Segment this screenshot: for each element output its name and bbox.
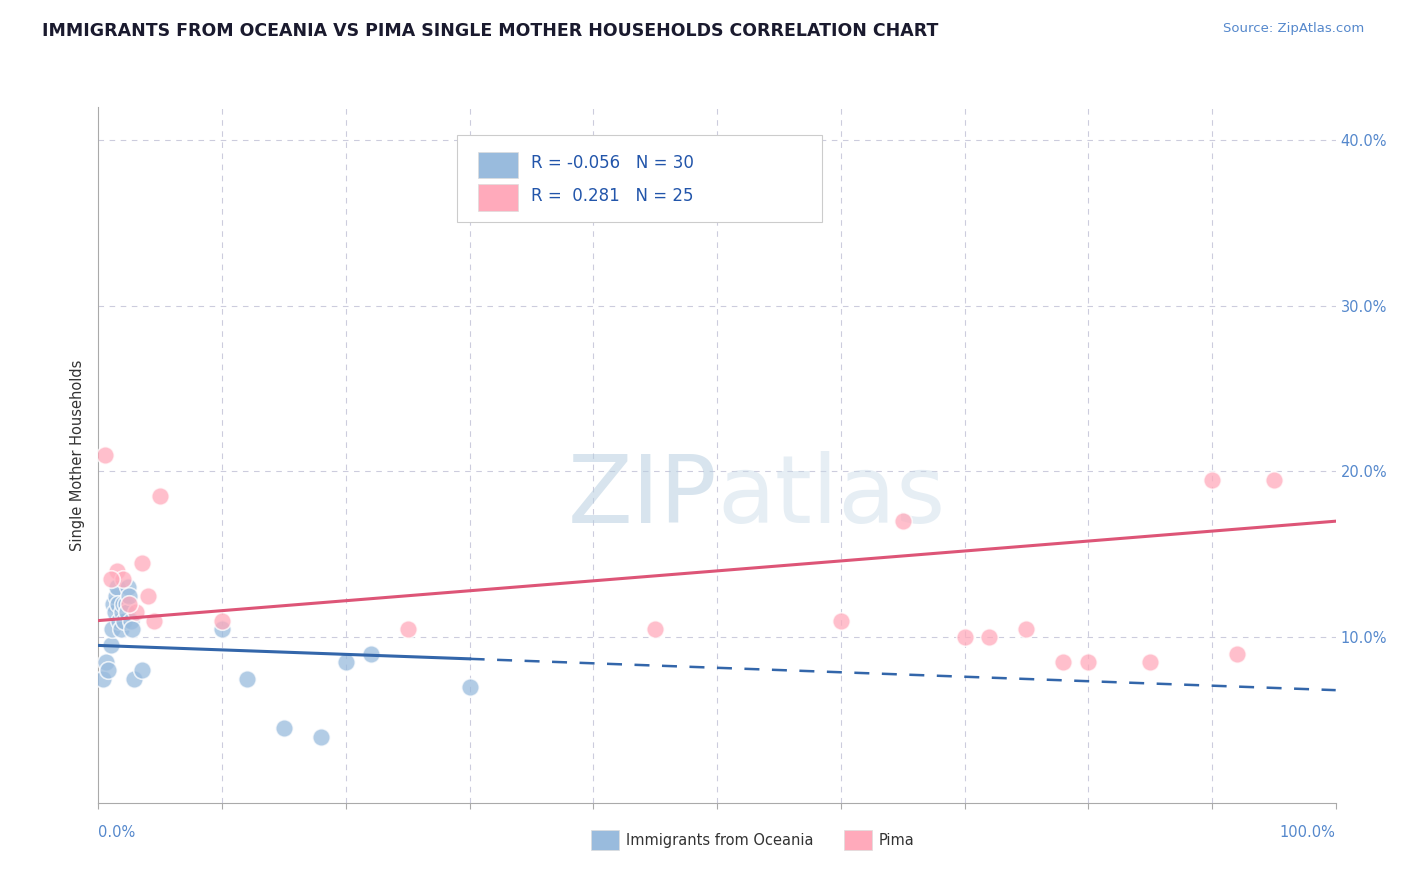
Point	[112, 614, 135, 628]
Y-axis label: Single Mother Households: Single Mother Households	[70, 359, 86, 550]
FancyBboxPatch shape	[457, 135, 823, 222]
Point	[118, 589, 141, 603]
Text: 0.0%: 0.0%	[98, 825, 135, 840]
Point	[124, 672, 146, 686]
Point	[1263, 473, 1285, 487]
Point	[105, 564, 128, 578]
Point	[458, 680, 481, 694]
Point	[97, 663, 120, 677]
Point	[112, 572, 135, 586]
Point	[768, 199, 790, 213]
Point	[103, 605, 125, 619]
Point	[211, 622, 233, 636]
Point	[644, 622, 666, 636]
Point	[309, 730, 332, 744]
Point	[273, 721, 295, 735]
Point	[830, 614, 852, 628]
Text: 100.0%: 100.0%	[1279, 825, 1336, 840]
Point	[360, 647, 382, 661]
Point	[131, 556, 153, 570]
Text: Source: ZipAtlas.com: Source: ZipAtlas.com	[1223, 22, 1364, 36]
Point	[149, 489, 172, 503]
Point	[104, 589, 127, 603]
Point	[1015, 622, 1038, 636]
Point	[1226, 647, 1249, 661]
Point	[107, 597, 129, 611]
Point	[1052, 655, 1074, 669]
Point	[105, 581, 128, 595]
Point	[1201, 473, 1223, 487]
Point	[1139, 655, 1161, 669]
Text: Pima: Pima	[879, 833, 914, 847]
Text: R =  0.281   N = 25: R = 0.281 N = 25	[531, 187, 695, 205]
Point	[112, 597, 135, 611]
Point	[891, 514, 914, 528]
Point	[115, 605, 138, 619]
Point	[1077, 655, 1099, 669]
Point	[103, 597, 125, 611]
Point	[118, 597, 141, 611]
Text: R = -0.056   N = 30: R = -0.056 N = 30	[531, 154, 695, 172]
Text: atlas: atlas	[717, 450, 945, 542]
Point	[94, 655, 117, 669]
Point	[131, 663, 153, 677]
Point	[143, 614, 166, 628]
Point	[117, 581, 139, 595]
Point	[93, 672, 115, 686]
Point	[111, 605, 134, 619]
FancyBboxPatch shape	[478, 185, 517, 211]
Point	[236, 672, 259, 686]
Point	[121, 622, 143, 636]
Text: IMMIGRANTS FROM OCEANIA VS PIMA SINGLE MOTHER HOUSEHOLDS CORRELATION CHART: IMMIGRANTS FROM OCEANIA VS PIMA SINGLE M…	[42, 22, 939, 40]
Point	[124, 605, 146, 619]
Point	[396, 622, 419, 636]
Point	[100, 572, 122, 586]
Point	[100, 639, 122, 653]
Point	[93, 448, 115, 462]
Point	[114, 597, 136, 611]
Point	[108, 614, 131, 628]
Point	[120, 614, 142, 628]
Point	[101, 622, 124, 636]
Point	[979, 630, 1001, 644]
Point	[110, 622, 132, 636]
Point	[211, 614, 233, 628]
FancyBboxPatch shape	[478, 152, 517, 178]
Point	[953, 630, 976, 644]
Text: ZIP: ZIP	[568, 450, 717, 542]
Text: Immigrants from Oceania: Immigrants from Oceania	[626, 833, 813, 847]
Point	[335, 655, 357, 669]
Point	[136, 589, 159, 603]
